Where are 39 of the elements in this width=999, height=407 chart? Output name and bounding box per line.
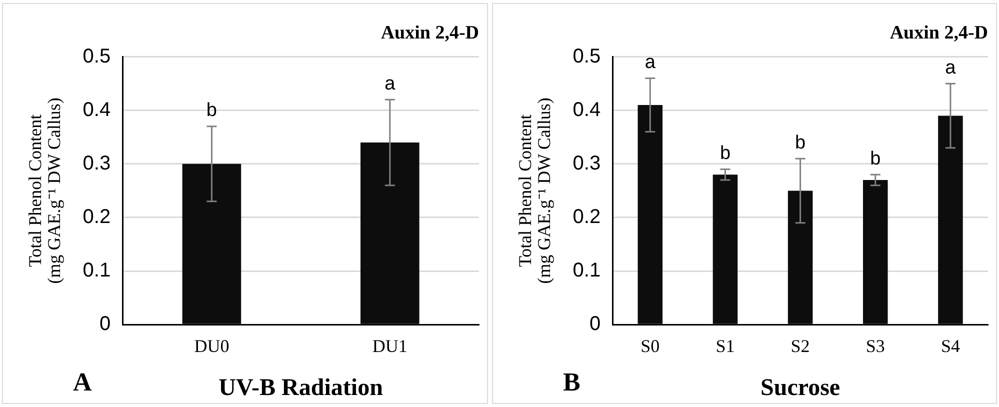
text: A bbox=[73, 368, 92, 397]
x-tick-label: S2 bbox=[790, 336, 810, 356]
text: B bbox=[563, 368, 580, 397]
annotation: b bbox=[206, 100, 217, 122]
bar bbox=[938, 116, 963, 324]
y-tick-label: 0.4 bbox=[82, 98, 111, 121]
y-tick-label: 0.4 bbox=[572, 98, 601, 121]
annotation: b bbox=[870, 148, 881, 170]
x-tick-label: DU0 bbox=[194, 336, 230, 356]
annotation: a bbox=[644, 52, 656, 73]
x-axis-title: Sucrose bbox=[760, 374, 840, 401]
y-tick-label: 0.1 bbox=[572, 260, 601, 282]
y-tick-label: 0.2 bbox=[82, 206, 111, 228]
chart-title: Auxin 2,4-D bbox=[380, 22, 479, 44]
x-axis-title: UV-B Radiation bbox=[218, 374, 383, 401]
x-tick-label: S1 bbox=[716, 336, 735, 356]
y-tick-label: 0.3 bbox=[82, 152, 111, 174]
bar bbox=[862, 180, 888, 324]
y-tick-label: 0.3 bbox=[572, 152, 601, 174]
annotation: b bbox=[795, 132, 806, 154]
x-tick-label: S0 bbox=[640, 336, 660, 356]
y-tick-label: 0.5 bbox=[82, 45, 111, 68]
y-tick-label: 0 bbox=[99, 313, 111, 336]
bar bbox=[638, 105, 663, 324]
y-tick-label: 0.1 bbox=[82, 260, 111, 282]
bar bbox=[788, 190, 813, 324]
x-tick-label: S4 bbox=[940, 336, 960, 356]
x-tick-label: S3 bbox=[866, 336, 885, 356]
annotation: a bbox=[945, 57, 956, 78]
y-axis-title: Total Phenol Content (mg GAE.g⁻¹ DW Callus) bbox=[25, 98, 64, 284]
annotation: a bbox=[384, 73, 396, 94]
annotation: b bbox=[720, 143, 731, 164]
chart-title: Auxin 2,4-D bbox=[890, 22, 988, 44]
bar bbox=[712, 174, 738, 324]
y-tick-label: 0.5 bbox=[572, 45, 601, 68]
y-tick-label: 0.2 bbox=[572, 206, 601, 228]
y-tick-label: 0 bbox=[589, 313, 601, 336]
y-axis-title: Total Phenol Content (mg GAE.g⁻¹ DW Callus) bbox=[515, 98, 554, 284]
x-tick-label: DU1 bbox=[372, 336, 408, 356]
